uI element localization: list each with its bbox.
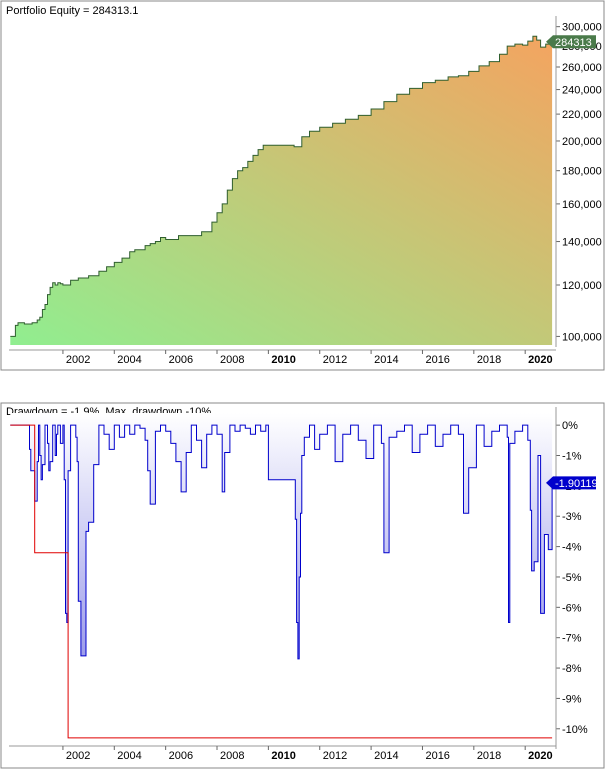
drawdown-x-tick-label: 2020 xyxy=(528,750,552,762)
drawdown-last-value-tag: -1.90119 xyxy=(546,476,598,490)
equity-y-tick-label: 220,000 xyxy=(562,109,602,121)
equity-x-tick-label: 2014 xyxy=(374,354,398,366)
equity-y-tick-label: 240,000 xyxy=(562,85,602,97)
drawdown-x-tick-label: 2018 xyxy=(477,750,501,762)
drawdown-x-tick-label: 2008 xyxy=(220,750,244,762)
drawdown-y-tick-label: 0% xyxy=(562,420,578,432)
drawdown-y-axis: 0%-1%-2%-3%-4%-5%-6%-7%-8%-9%-10% xyxy=(555,407,588,749)
drawdown-y-tick-label: -3% xyxy=(562,511,582,523)
drawdown-y-tick-label: -5% xyxy=(562,572,582,584)
drawdown-marks xyxy=(10,413,553,739)
equity-y-axis: 100,000 120,000 140,000 160,000 180,000 200,0… xyxy=(555,16,602,347)
equity-x-tick-label: 2006 xyxy=(169,354,193,366)
equity-y-tick-label: 200,000 xyxy=(562,136,602,148)
equity-y-tick-label: 100,000 xyxy=(562,331,602,343)
drawdown-x-tick-label: 2004 xyxy=(117,750,141,762)
drawdown-x-tick-label: 2016 xyxy=(425,750,449,762)
drawdown-chart-frame xyxy=(0,402,605,769)
drawdown-series-line-1 xyxy=(10,424,553,739)
drawdown-y-tick-label: -7% xyxy=(562,633,582,645)
drawdown-y-tick-label: -4% xyxy=(562,542,582,554)
drawdown-last-value-box xyxy=(546,476,596,490)
equity-chart: Portfolio Equity = 284313.1 100,000 120,0… xyxy=(0,0,605,371)
equity-x-tick-label: 2012 xyxy=(323,354,347,366)
drawdown-x-axis: 2002 2004 2006 2008 2010 2012 2014 2016 2018 2020 xyxy=(9,745,556,762)
equity-area-fill xyxy=(10,36,553,345)
drawdown-x-tick-label: 2002 xyxy=(66,750,90,762)
equity-last-value-box xyxy=(546,35,596,49)
equity-chart-title: Portfolio Equity = 284313.1 xyxy=(6,5,138,17)
drawdown-y-tick-label: -8% xyxy=(562,663,582,675)
drawdown-chart: Drawdown = -1.9%, Max. drawdown -10% 0%-… xyxy=(0,402,605,769)
drawdown-x-tick-label: 2010 xyxy=(271,750,295,762)
equity-x-tick-label: 2002 xyxy=(66,354,90,366)
equity-x-tick-label: 2008 xyxy=(220,354,244,366)
drawdown-y-tick-label: -9% xyxy=(562,693,582,705)
drawdown-last-value-label: -1.90119 xyxy=(555,478,598,490)
equity-x-axis: 2002 2004 2006 2008 2010 2012 2014 2016 2018 2020 xyxy=(9,349,556,366)
equity-y-tick-label: 160,000 xyxy=(562,199,602,211)
equity-y-tick-label: 260,000 xyxy=(562,62,602,74)
equity-x-tick-label: 2004 xyxy=(117,354,141,366)
equity-last-value-tag: 284313 xyxy=(546,35,596,49)
equity-y-tick-label: 120,000 xyxy=(562,280,602,292)
equity-y-tick-label: 180,000 xyxy=(562,166,602,178)
drawdown-series-line-0 xyxy=(10,424,553,660)
drawdown-y-tick-label: -10% xyxy=(562,724,588,736)
equity-x-tick-label: 2010 xyxy=(271,354,295,366)
drawdown-x-tick-label: 2014 xyxy=(374,750,398,762)
equity-series-line-0 xyxy=(10,35,553,337)
equity-marks xyxy=(10,35,553,345)
equity-y-tick-label: 140,000 xyxy=(562,237,602,249)
equity-x-tick-label: 2018 xyxy=(477,354,501,366)
drawdown-y-tick-label: -1% xyxy=(562,451,582,463)
drawdown-x-tick-label: 2012 xyxy=(323,750,347,762)
equity-y-tick-label: 300,000 xyxy=(562,22,602,34)
equity-last-value-label: 284313 xyxy=(555,37,592,49)
equity-x-tick-label: 2016 xyxy=(425,354,449,366)
equity-x-tick-label: 2020 xyxy=(528,354,552,366)
drawdown-x-tick-label: 2006 xyxy=(169,750,193,762)
drawdown-y-tick-label: -6% xyxy=(562,602,582,614)
